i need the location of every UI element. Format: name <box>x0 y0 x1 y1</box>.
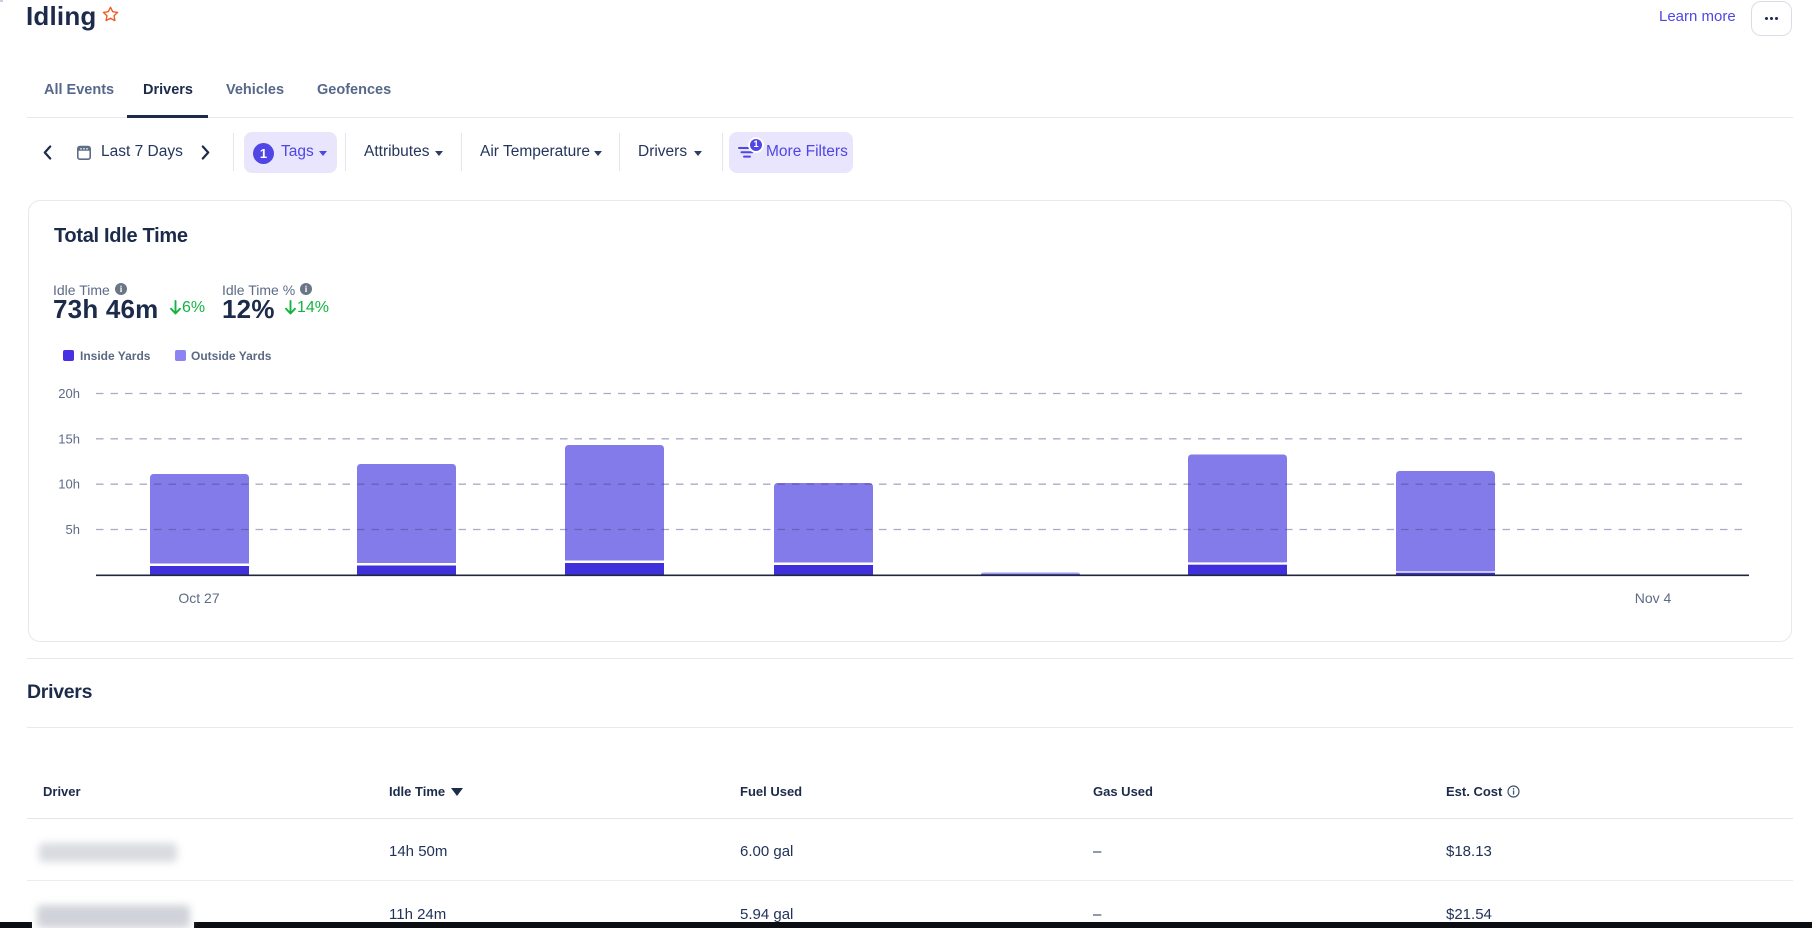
svg-text:5h: 5h <box>66 522 80 537</box>
svg-text:10h: 10h <box>58 477 80 492</box>
svg-text:20h: 20h <box>58 386 80 401</box>
svg-text:Nov 4: Nov 4 <box>1635 590 1672 606</box>
svg-text:15h: 15h <box>58 431 80 446</box>
svg-text:Oct 27: Oct 27 <box>178 590 219 606</box>
